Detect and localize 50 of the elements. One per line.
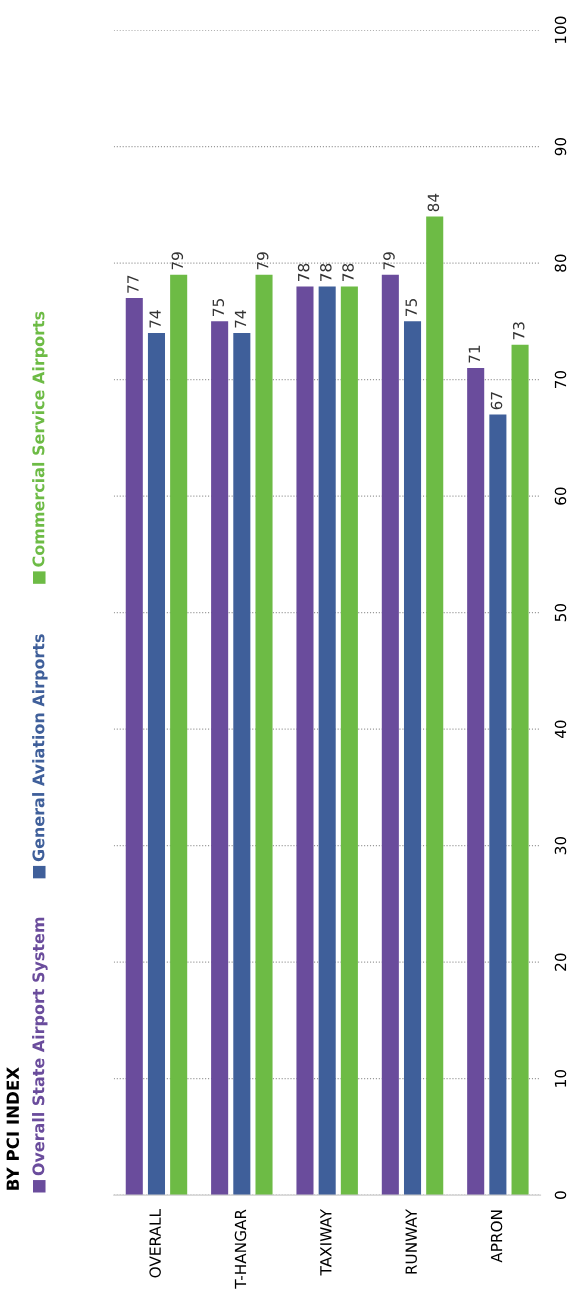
data-label: 74: [234, 310, 247, 328]
x-tick-label: OVERALL: [149, 1209, 161, 1278]
text: Commercial Service Airports: [32, 311, 48, 567]
data-label: 73: [512, 322, 525, 340]
x-tick-label: APRON: [490, 1210, 503, 1263]
data-label: 75: [405, 299, 417, 316]
bar: [381, 274, 399, 1196]
text: Overall State Airport System: [32, 917, 48, 1176]
bar: [147, 333, 166, 1196]
bar: [511, 344, 529, 1196]
x-tick-label: TAXIWAY: [320, 1208, 332, 1276]
bar: [255, 274, 273, 1196]
data-label: 84: [427, 193, 440, 212]
data-label: 77: [127, 275, 139, 293]
bar: [233, 333, 251, 1196]
x-tick-label: RUNWAY: [405, 1208, 417, 1274]
bar: [340, 286, 358, 1196]
bar: [403, 321, 422, 1196]
y-tick-label: 20: [554, 953, 567, 971]
data-label: 67: [490, 392, 503, 410]
data-label: 78: [342, 263, 354, 281]
data-label: 79: [256, 252, 269, 270]
bar: [296, 286, 314, 1196]
y-tick-label: 0: [554, 1191, 567, 1199]
y-tick-label: 50: [554, 603, 567, 622]
y-tick-label: 10: [554, 1069, 567, 1087]
bar: [170, 274, 188, 1196]
data-label: 74: [149, 310, 161, 328]
y-tick-label: 70: [554, 370, 567, 389]
data-label: 78: [320, 263, 332, 281]
data-label: 79: [383, 252, 395, 270]
y-tick-label: 30: [554, 836, 567, 855]
y-tick-label: 40: [554, 720, 567, 739]
bar: [489, 414, 507, 1196]
data-label: 78: [297, 263, 310, 281]
bar: [125, 298, 143, 1196]
y-tick-label: 80: [554, 254, 567, 272]
y-tick-label: 60: [554, 487, 567, 505]
x-tick-label: T-HANGAR: [234, 1209, 247, 1289]
text: General Aviation Airports: [32, 634, 48, 862]
bar: [467, 367, 485, 1196]
data-label: 75: [212, 299, 225, 316]
bar: [426, 216, 444, 1196]
text: BY PCI INDEX: [6, 1067, 20, 1190]
y-tick-label: 100: [554, 16, 567, 44]
data-label: 79: [171, 252, 184, 270]
y-tick-label: 90: [554, 137, 567, 156]
bar: [318, 286, 336, 1196]
bar: [211, 321, 229, 1196]
data-label: 71: [468, 345, 480, 363]
